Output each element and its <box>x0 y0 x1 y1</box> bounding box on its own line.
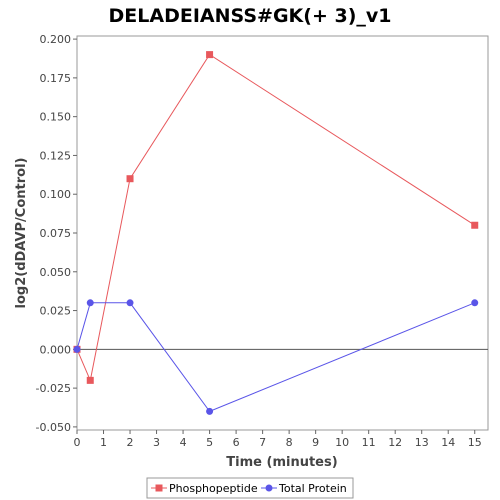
x-tick-label: 7 <box>259 436 266 449</box>
x-axis: 0 1 2 3 4 5 6 7 8 9 10 11 12 13 14 15 <box>74 430 482 449</box>
y-tick-label: 0.075 <box>40 227 72 240</box>
y-tick-label: 0.175 <box>40 72 72 85</box>
data-point-total-protein <box>126 299 134 307</box>
y-tick-label: 0.100 <box>40 188 72 201</box>
x-tick-label: 1 <box>100 436 107 449</box>
x-tick-label: 15 <box>468 436 482 449</box>
y-axis: -0.050 -0.025 0.000 0.025 0.050 0.075 0.100 0.1… <box>36 33 77 434</box>
y-axis-label: log2(dDAVP/Control) <box>14 158 29 309</box>
x-tick-label: 8 <box>286 436 293 449</box>
legend-marker-total-protein <box>265 484 273 492</box>
y-tick-label: 0.125 <box>40 149 72 162</box>
series-layer <box>73 51 479 415</box>
data-point-total-protein <box>73 345 81 353</box>
x-tick-label: 6 <box>233 436 240 449</box>
y-tick-label: 0.050 <box>40 266 72 279</box>
x-tick-label: 11 <box>362 436 376 449</box>
data-point-total-protein <box>86 299 94 307</box>
x-tick-label: 5 <box>206 436 213 449</box>
y-tick-label: 0.000 <box>40 343 72 356</box>
x-tick-label: 10 <box>335 436 349 449</box>
x-axis-label: Time (minutes) <box>226 455 337 470</box>
y-tick-label: 0.200 <box>40 33 72 46</box>
data-point-phosphopeptide <box>126 175 134 183</box>
legend: Phosphopeptide Total Protein <box>146 477 354 499</box>
x-tick-label: 3 <box>153 436 160 449</box>
chart-title: DELADEIANSS#GK(+ 3)_v1 <box>109 5 392 27</box>
x-tick-label: 14 <box>441 436 455 449</box>
legend-label-phosphopeptide: Phosphopeptide <box>169 482 258 495</box>
x-tick-label: 0 <box>74 436 81 449</box>
series-total-protein <box>73 299 479 415</box>
y-tick-label: 0.025 <box>40 305 72 318</box>
x-tick-label: 4 <box>180 436 187 449</box>
data-point-total-protein <box>471 299 479 307</box>
plot-area <box>76 35 489 431</box>
data-point-phosphopeptide <box>86 376 94 384</box>
y-tick-label: 0.150 <box>40 111 72 124</box>
x-tick-label: 13 <box>415 436 429 449</box>
data-point-phosphopeptide <box>206 51 214 59</box>
x-tick-label: 9 <box>312 436 319 449</box>
legend-label-total-protein: Total Protein <box>278 482 347 495</box>
legend-marker-phosphopeptide <box>155 484 163 492</box>
x-tick-label: 2 <box>127 436 134 449</box>
y-tick-label: -0.025 <box>36 382 71 395</box>
data-point-phosphopeptide <box>471 221 479 229</box>
legend-box <box>146 477 354 499</box>
x-tick-label: 12 <box>388 436 402 449</box>
y-tick-label: -0.050 <box>36 421 71 434</box>
data-point-total-protein <box>206 407 214 415</box>
